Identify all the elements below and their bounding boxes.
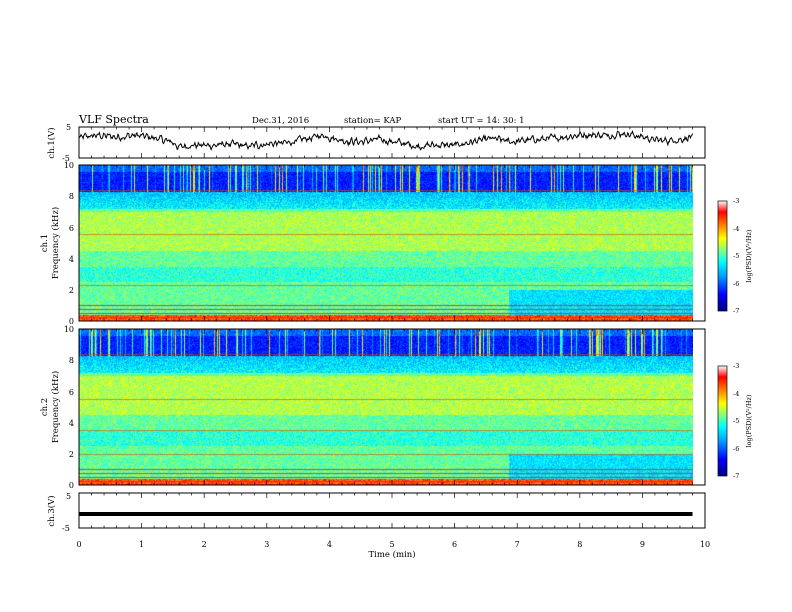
ch1-waveform-ylabel: ch.1(V) bbox=[46, 127, 57, 158]
ch1-freq-tick-2: 2 bbox=[69, 286, 74, 295]
ch2-colorbar: -3 -4 -5 -6 -7 log(PSD)(V²/Hz) bbox=[717, 362, 753, 480]
ch1-colorbar-tick-m4: -4 bbox=[733, 225, 739, 233]
figure-title: VLF Spectra bbox=[78, 113, 149, 126]
ch1-spectrogram-panel: 0 2 4 6 8 10 ch.1 Frequency (kHz) bbox=[40, 161, 706, 326]
ch1-colorbar: -3 -4 -5 -6 -7 log(PSD)(V²/Hz) bbox=[717, 197, 753, 315]
ch1-spectrogram-y-ticks: 0 2 4 6 8 10 bbox=[64, 161, 74, 326]
ch2-freq-tick-6: 6 bbox=[69, 388, 74, 397]
time-tick-10: 10 bbox=[700, 540, 710, 549]
ch1-spectrogram-x-ticks bbox=[78, 165, 706, 321]
ch2-colorbar-tick-m7: -7 bbox=[733, 472, 739, 480]
ch2-freq-tick-0: 0 bbox=[69, 481, 74, 490]
ch2-colorbar-gradient bbox=[717, 365, 728, 477]
time-tick-5: 5 bbox=[389, 540, 394, 549]
ch1-colorbar-gradient bbox=[717, 200, 728, 312]
time-tick-8: 8 bbox=[577, 540, 582, 549]
ch2-spectrogram-panel: 0 2 4 6 8 10 ch.2 Frequency (kHz) bbox=[40, 325, 706, 490]
ch1-spectrogram-ylabel-frequency: Frequency (kHz) bbox=[50, 207, 61, 279]
ch1-colorbar-tick-m7: -7 bbox=[733, 307, 739, 315]
ch1-spectrogram-ylabel: ch.1 bbox=[40, 234, 50, 252]
ch1-freq-tick-8: 8 bbox=[69, 192, 74, 201]
time-tick-9: 9 bbox=[640, 540, 645, 549]
ch2-freq-tick-2: 2 bbox=[69, 450, 74, 459]
figure-date: Dec.31, 2016 bbox=[252, 116, 309, 126]
time-tick-1: 1 bbox=[139, 540, 144, 549]
ch1-freq-tick-4: 4 bbox=[69, 255, 74, 264]
time-tick-7: 7 bbox=[515, 540, 520, 549]
ch1-colorbar-tick-m3: -3 bbox=[733, 197, 739, 205]
ch2-colorbar-tick-m6: -6 bbox=[733, 445, 739, 453]
ch2-spectrogram-image bbox=[79, 329, 693, 485]
time-axis-label: Time (min) bbox=[368, 549, 415, 560]
ch2-freq-tick-4: 4 bbox=[69, 419, 74, 428]
time-tick-4: 4 bbox=[327, 540, 332, 549]
ch2-spectrogram-x-ticks bbox=[78, 329, 706, 485]
ch1-waveform-trace bbox=[79, 130, 693, 151]
ch1-spectrogram-image bbox=[79, 165, 693, 321]
figure-start-time: start UT = 14: 30: 1 bbox=[438, 116, 525, 126]
ch3-waveform-panel: 5 -5 ch.3(V) 0 1 2 3 4 5 6 7 8 9 10 Time… bbox=[46, 492, 710, 560]
ch2-freq-tick-8: 8 bbox=[69, 356, 74, 365]
time-tick-6: 6 bbox=[452, 540, 457, 549]
ch2-spectrogram-ylabel-frequency: Frequency (kHz) bbox=[50, 371, 61, 443]
ch1-freq-tick-6: 6 bbox=[69, 224, 74, 233]
ch3-y-tick-top: 5 bbox=[66, 492, 71, 501]
ch1-freq-tick-0: 0 bbox=[69, 317, 74, 326]
ch1-y-tick-bottom: -5 bbox=[62, 154, 70, 163]
time-tick-0: 0 bbox=[76, 540, 81, 549]
ch2-colorbar-tick-m4: -4 bbox=[733, 390, 739, 398]
time-axis-tick-labels: 0 1 2 3 4 5 6 7 8 9 10 bbox=[76, 540, 710, 549]
time-tick-3: 3 bbox=[264, 540, 269, 549]
ch2-freq-tick-10: 10 bbox=[64, 325, 74, 334]
time-tick-2: 2 bbox=[202, 540, 207, 549]
ch1-waveform-panel: 5 -5 ch.1(V) bbox=[46, 123, 706, 163]
ch1-colorbar-label: log(PSD)(V²/Hz) bbox=[745, 229, 753, 282]
ch2-colorbar-tick-m5: -5 bbox=[733, 417, 739, 425]
ch1-waveform-x-ticks bbox=[78, 127, 706, 158]
ch2-colorbar-tick-m3: -3 bbox=[733, 362, 739, 370]
ch1-colorbar-tick-m5: -5 bbox=[733, 252, 739, 260]
ch3-y-tick-bottom: -5 bbox=[62, 524, 70, 533]
ch3-waveform-x-ticks bbox=[78, 493, 706, 528]
ch2-spectrogram-y-ticks: 0 2 4 6 8 10 bbox=[64, 325, 74, 490]
figure-station: station= KAP bbox=[344, 116, 402, 126]
ch2-spectrogram-ylabel: ch.2 bbox=[40, 398, 50, 416]
ch2-colorbar-label: log(PSD)(V²/Hz) bbox=[745, 394, 753, 447]
ch1-colorbar-tick-m6: -6 bbox=[733, 280, 739, 288]
ch1-y-tick-top: 5 bbox=[66, 123, 71, 132]
ch1-freq-tick-10: 10 bbox=[64, 161, 74, 170]
ch3-waveform-ylabel: ch.3(V) bbox=[46, 495, 57, 526]
